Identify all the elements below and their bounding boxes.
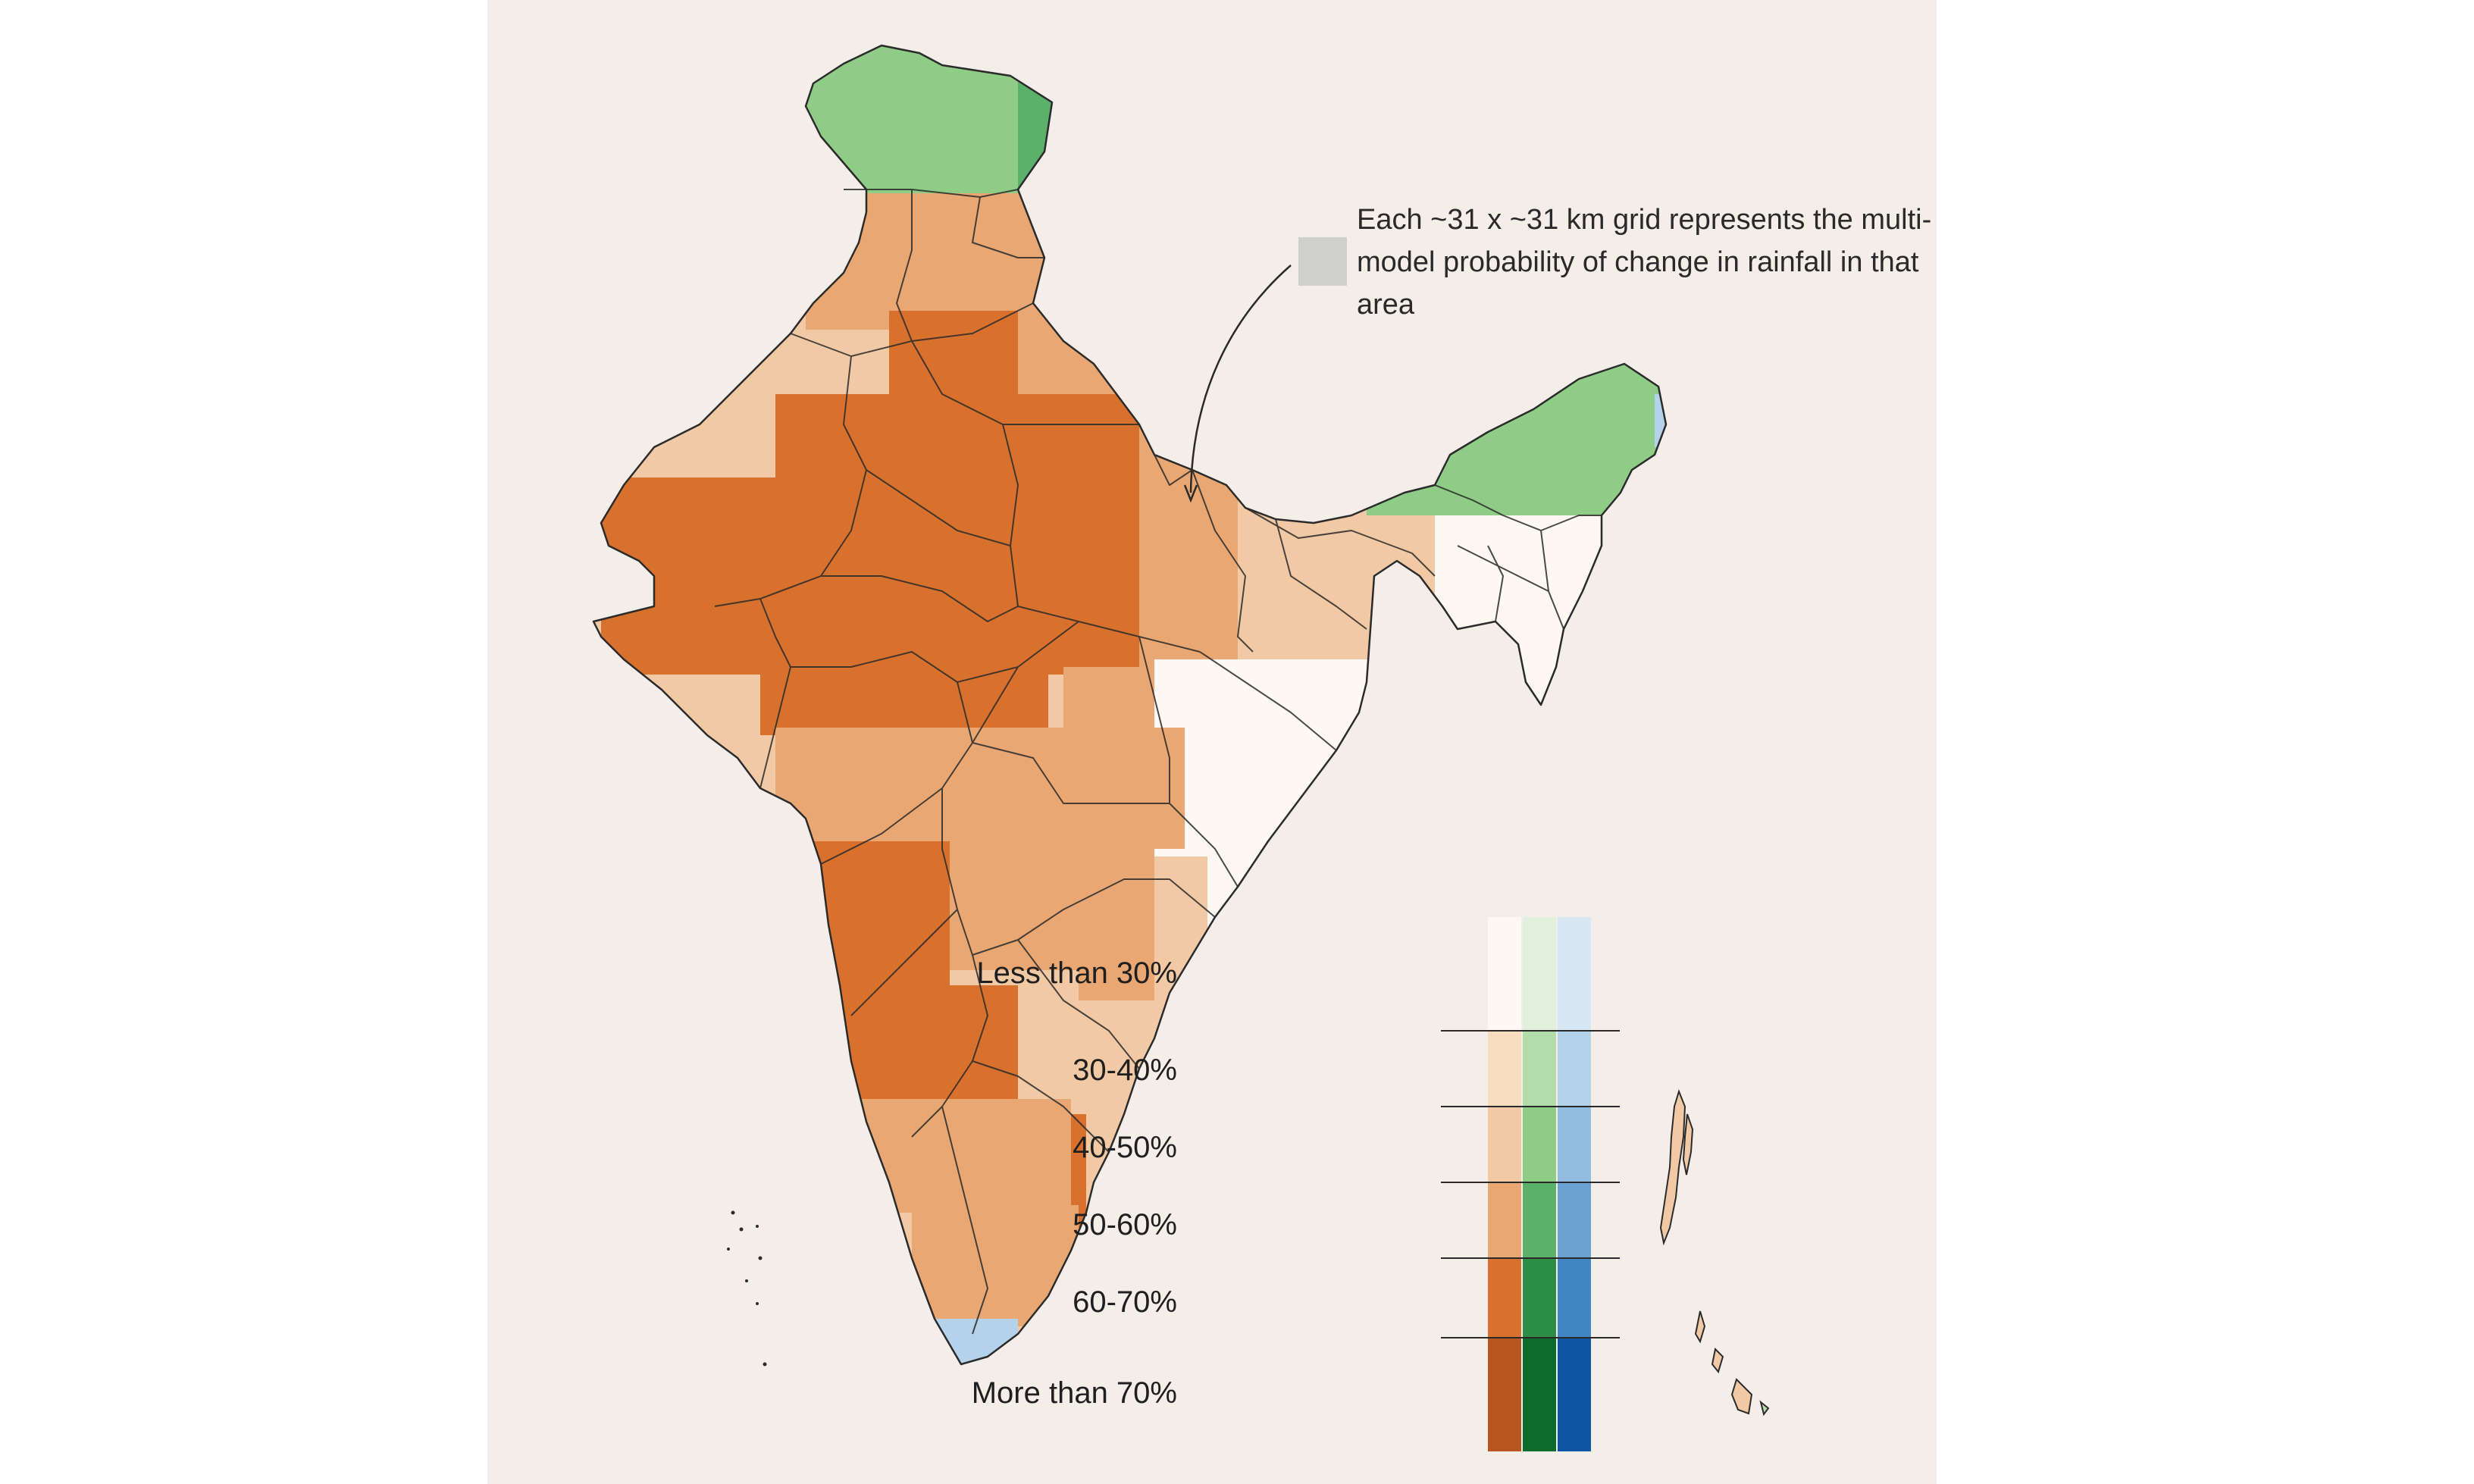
legend-swatch-green (1523, 1258, 1556, 1338)
state-boundaries (714, 189, 1602, 1335)
lakshadweep-islands (727, 1210, 767, 1367)
legend-swatch-orange (1488, 1338, 1521, 1451)
grid-cell (1374, 652, 1617, 879)
legend-label-30-40: 30-40% (1073, 1054, 1177, 1087)
grid-cell (942, 841, 1094, 970)
legend-swatch-green (1523, 1338, 1556, 1451)
grid-cell (1079, 773, 1154, 1000)
legend-swatches (1488, 917, 1591, 1451)
grid-cell (889, 311, 1018, 402)
grid-cell (1154, 659, 1382, 856)
callout-grid-swatch (1298, 237, 1347, 286)
callout-arrowhead (1183, 484, 1198, 503)
legend-swatch-orange (1488, 1107, 1521, 1182)
andaman-nicobar-islands (1659, 1088, 1770, 1417)
grid-cell (1207, 856, 1283, 963)
legend-swatch-green (1523, 917, 1556, 1031)
grid-cell (912, 1046, 972, 1107)
legend-swatch-green (1523, 1182, 1556, 1258)
grid-cell (1018, 45, 1101, 197)
grid-cell (972, 1167, 1048, 1258)
legend-swatch-blue (1558, 1338, 1591, 1451)
grid-cell (1139, 470, 1238, 675)
legend-label-40-50: 40-50% (1073, 1131, 1177, 1164)
legend-label-less-than-30: Less than 30% (976, 956, 1177, 990)
legend-swatch-blue (1558, 1031, 1591, 1107)
callout-text: Each ~31 x ~31 km grid represents the mu… (1357, 204, 1932, 321)
grid-cell (1245, 485, 1382, 576)
legend-swatch-orange (1488, 1258, 1521, 1338)
grid-cell (647, 531, 783, 667)
legend-swatch-blue (1558, 917, 1591, 1031)
legend-swatch-blue (1558, 1258, 1591, 1338)
legend-swatch-green (1523, 1107, 1556, 1182)
legend-label-50-60: 50-60% (1073, 1208, 1177, 1241)
map-panel: Each ~31 x ~31 km grid represents the mu… (487, 0, 1937, 1484)
legend-swatch-orange (1488, 1031, 1521, 1107)
legend-swatch-orange (1488, 1182, 1521, 1258)
legend-swatch-orange (1488, 917, 1521, 1031)
legend-divider-lines (1441, 1030, 1620, 1338)
legend-label-60-70: 60-70% (1073, 1285, 1177, 1319)
legend-label-more-than-70: More than 70% (971, 1376, 1177, 1410)
callout-arrow (1189, 265, 1292, 493)
india-rainfall-map (592, 44, 1770, 1451)
legend-swatch-blue (1558, 1107, 1591, 1182)
legend-swatch-green (1523, 1031, 1556, 1107)
grid-cell (760, 667, 1048, 735)
grid-cell (775, 394, 1139, 477)
legend-swatch-blue (1558, 1182, 1591, 1258)
